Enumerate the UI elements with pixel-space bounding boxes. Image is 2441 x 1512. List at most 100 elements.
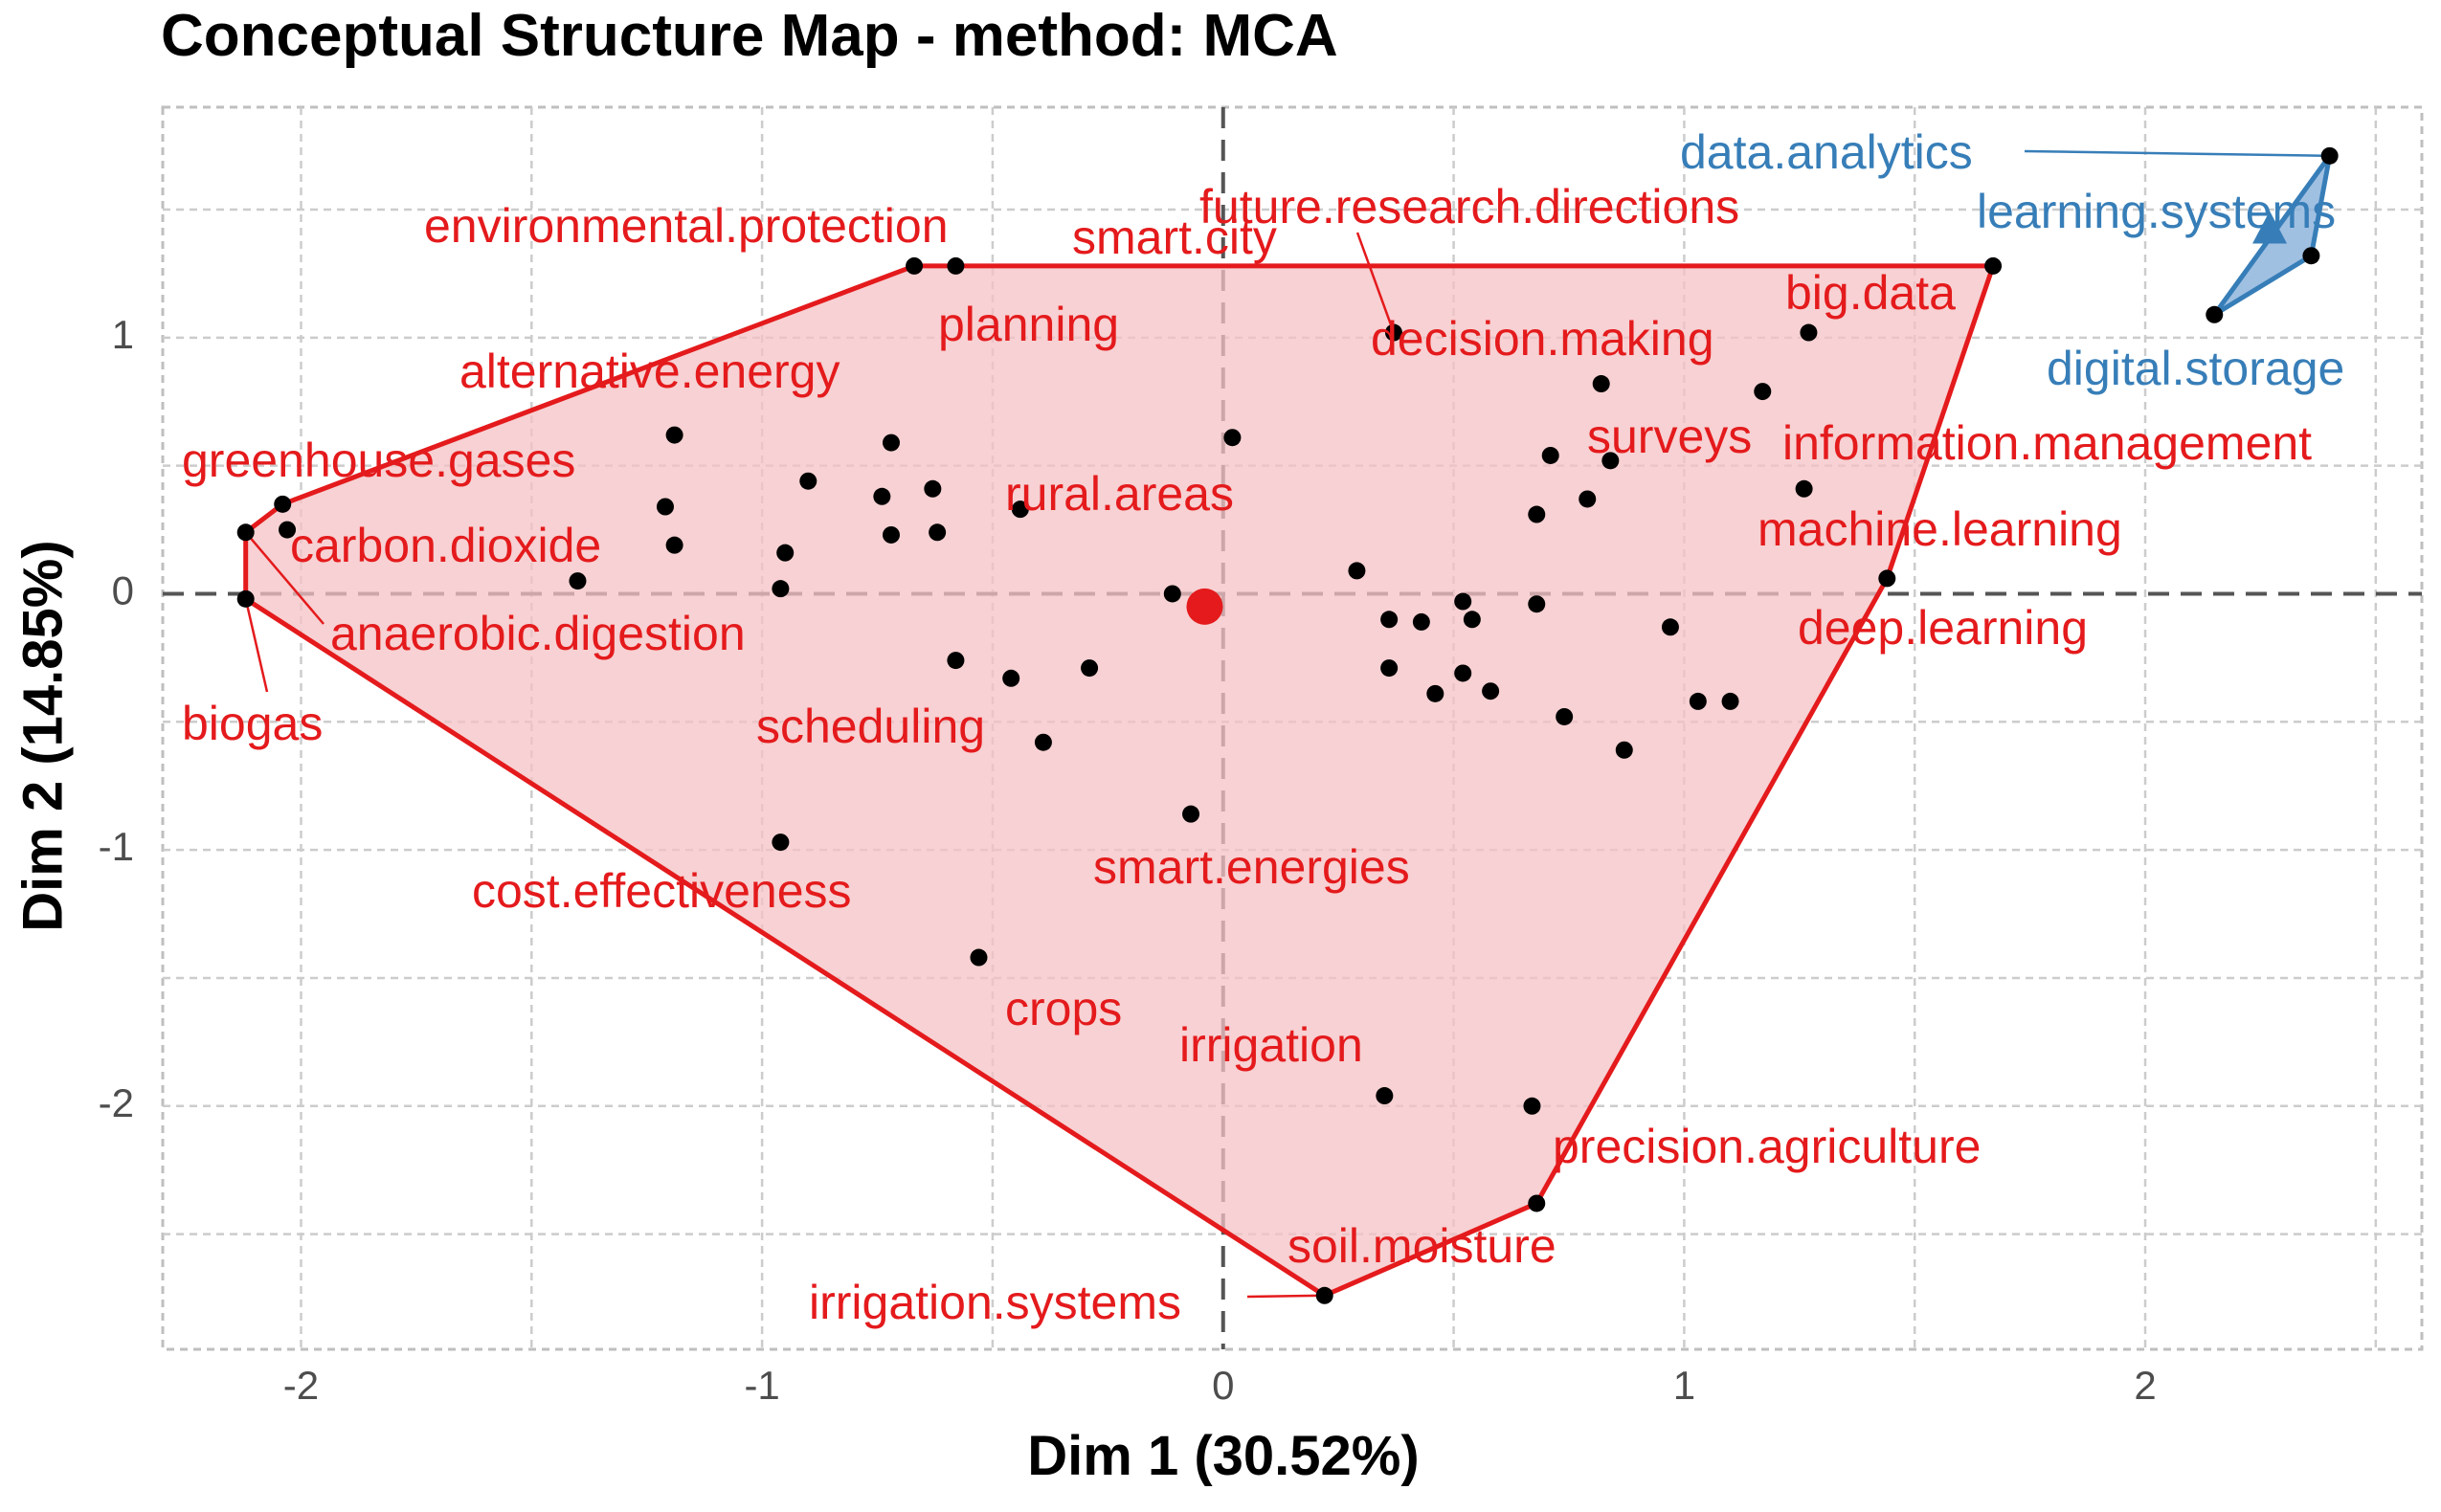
label-connector xyxy=(1355,232,1396,333)
point-label: big.data xyxy=(1785,266,1956,320)
data-point xyxy=(873,487,891,505)
data-point xyxy=(882,525,900,544)
data-point xyxy=(929,523,947,542)
data-point xyxy=(799,472,817,490)
data-point xyxy=(1661,618,1679,636)
point-label: environmental.protection xyxy=(424,199,949,253)
point-label: rural.areas xyxy=(1005,467,1234,521)
data-point xyxy=(1223,429,1242,447)
point-label: irrigation xyxy=(1179,1018,1363,1072)
point-label: alternative.energy xyxy=(459,345,840,398)
data-point xyxy=(1689,692,1707,710)
data-point xyxy=(1984,256,2003,275)
chart-title: Conceptual Structure Map - method: MCA xyxy=(161,3,1338,69)
y-tick-label: -2 xyxy=(99,1080,134,1125)
data-point xyxy=(1482,682,1500,700)
label-connector xyxy=(244,598,269,693)
point-label: deep.learning xyxy=(1798,601,2088,655)
x-tick-label: 0 xyxy=(1212,1363,1234,1408)
data-points xyxy=(236,146,2339,1304)
data-point xyxy=(1528,1194,1546,1212)
data-point xyxy=(1384,323,1402,342)
data-point xyxy=(1081,659,1099,678)
point-label: cost.effectiveness xyxy=(472,864,852,918)
cluster-1-centroid xyxy=(1186,588,1223,625)
data-point xyxy=(970,948,988,967)
data-point xyxy=(2320,146,2339,165)
data-point xyxy=(1528,595,1546,613)
point-label: machine.learning xyxy=(1758,502,2122,556)
data-point xyxy=(906,256,924,275)
data-point xyxy=(1878,569,1896,588)
x-tick-label: 2 xyxy=(2134,1363,2156,1408)
data-point xyxy=(1795,479,1813,498)
y-tick-label: -1 xyxy=(99,824,134,869)
data-point xyxy=(1380,659,1399,678)
point-label: planning xyxy=(938,298,1119,351)
label-connector xyxy=(1246,1294,1325,1299)
point-label: smart.energies xyxy=(1093,840,1410,894)
data-point xyxy=(665,426,683,444)
point-label: anaerobic.digestion xyxy=(330,607,746,660)
data-point xyxy=(2206,305,2224,323)
label-connector xyxy=(2024,149,2330,158)
point-label: greenhouse.gases xyxy=(182,434,575,487)
data-point xyxy=(1412,612,1430,631)
cluster-centroids xyxy=(1186,211,2288,625)
data-point xyxy=(772,580,790,598)
point-label: smart.city xyxy=(1072,211,1277,264)
data-point xyxy=(1556,707,1574,725)
data-point xyxy=(1579,490,1597,508)
cluster-hulls xyxy=(243,153,2333,1299)
data-point xyxy=(1376,1087,1394,1105)
cluster-2-centroid xyxy=(2252,211,2288,244)
point-label: information.management xyxy=(1782,416,2312,470)
point-labels: environmental.protection smart.cityfuture… xyxy=(182,125,2344,1329)
data-point xyxy=(924,479,942,498)
data-point xyxy=(1163,585,1181,603)
data-point xyxy=(236,589,255,608)
label-connectors xyxy=(244,149,2330,1299)
point-label: crops xyxy=(1005,982,1122,1035)
data-point xyxy=(1601,452,1620,470)
x-tick-label: -1 xyxy=(744,1363,779,1408)
data-point xyxy=(274,495,292,513)
data-point xyxy=(1348,562,1366,580)
point-label: irrigation.systems xyxy=(809,1276,1181,1329)
data-point xyxy=(1528,505,1546,523)
x-axis-title: Dim 1 (30.52%) xyxy=(1027,1425,1420,1487)
data-point xyxy=(1380,611,1399,629)
label-connector xyxy=(244,531,325,625)
data-point xyxy=(1454,592,1472,611)
axis-ticks: -2 -1 0 1 2 -2 -1 0 1 xyxy=(99,312,2157,1408)
data-point xyxy=(947,256,965,275)
point-label: scheduling xyxy=(756,700,985,753)
data-point xyxy=(1463,611,1481,629)
data-point xyxy=(1034,733,1052,751)
y-tick-label: 1 xyxy=(112,312,134,357)
data-point xyxy=(1426,684,1444,702)
data-point xyxy=(1541,446,1559,464)
data-point xyxy=(1182,805,1200,823)
point-label: soil.moisture xyxy=(1288,1219,1556,1273)
data-point xyxy=(1721,692,1739,710)
data-point xyxy=(1454,664,1472,682)
point-label: precision.agriculture xyxy=(1553,1120,1981,1173)
point-label: digital.storage xyxy=(2047,342,2344,395)
data-point xyxy=(1615,741,1633,759)
data-point xyxy=(1002,669,1020,687)
point-label: surveys xyxy=(1587,410,1752,463)
data-point xyxy=(1523,1097,1541,1115)
data-point xyxy=(1315,1286,1333,1304)
point-label: data.analytics xyxy=(1680,125,1973,179)
data-point xyxy=(776,544,795,562)
point-label: carbon.dioxide xyxy=(290,519,601,572)
point-label: learning.systems xyxy=(1977,185,2336,238)
data-point xyxy=(279,521,297,539)
data-point xyxy=(656,498,674,516)
point-label: decision.making xyxy=(1371,312,1714,366)
data-point xyxy=(1592,375,1610,393)
y-tick-label: 0 xyxy=(112,568,134,613)
x-tick-label: -2 xyxy=(283,1363,319,1408)
data-point xyxy=(1011,500,1029,519)
